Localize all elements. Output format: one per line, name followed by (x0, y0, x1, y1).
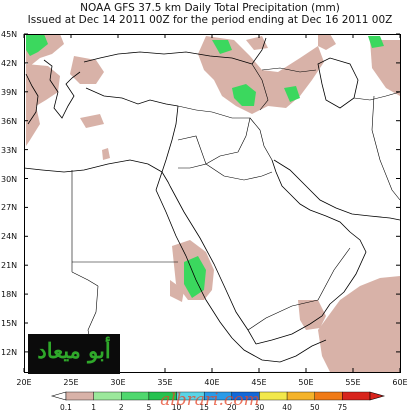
coast-italy-balkans (25, 73, 39, 125)
coast-gulf-aqaba (161, 171, 171, 187)
lat-label: 15N (1, 319, 18, 328)
lon-label: 35E (157, 378, 173, 387)
lon-label: 40E (204, 378, 220, 387)
lat-label: 39N (1, 87, 18, 97)
precip-green-anatolia-east (232, 84, 256, 106)
border-saudi-yemen (247, 299, 319, 331)
precip-caucasus (318, 34, 336, 50)
precip-sudan-strip (170, 280, 184, 302)
lat-label: 33N (1, 145, 18, 155)
lon-label: 55E (345, 378, 361, 387)
colorbar-label: 20 (227, 403, 237, 412)
logo-badge: أبو ميعاد (28, 334, 120, 374)
colorbar-label: 15 (199, 403, 209, 412)
colorbar-label: 10 (171, 403, 182, 412)
coast-black-sea-east (251, 37, 267, 65)
colorbar-label: 2 (118, 403, 124, 412)
precip-north-east (370, 40, 400, 96)
coast-red-sea-east (169, 185, 257, 345)
colorbar-segment (286, 391, 315, 401)
coast-red-sea-west (155, 189, 233, 339)
colorbar-label: 75 (337, 403, 348, 412)
coast-turkey-south (85, 87, 179, 107)
colorbar-label: 30 (254, 403, 265, 412)
lat-label: 12N (1, 347, 18, 357)
map-frame (24, 34, 401, 373)
precip-green-caucasus (368, 36, 384, 48)
lon-label: 30E (110, 378, 126, 387)
colorbar-label: 40 (282, 403, 292, 412)
colorbar-segment (121, 391, 150, 401)
colorbar-segment (314, 391, 343, 401)
coast-iran-gulf (273, 159, 401, 221)
border-caucasus (261, 67, 317, 73)
lat-label: 42N (1, 58, 18, 68)
lat-label: 36N (1, 116, 18, 126)
lat-label: 18N (1, 290, 18, 300)
lat-label: 27N (1, 203, 18, 213)
colorbar-segment (342, 391, 371, 401)
precip-arabian-sea (298, 300, 326, 330)
precip-arabian-sea-big (318, 276, 400, 372)
lat-label: 30N (1, 174, 18, 184)
border-syria-iraq (195, 109, 251, 165)
coast-turkey-north (83, 51, 253, 65)
lon-label: 45E (251, 378, 267, 387)
coast-levant (155, 105, 179, 191)
lon-label: 50E (298, 378, 314, 387)
coast-egypt-north (23, 159, 163, 173)
coast-yemen (255, 303, 331, 345)
border-iran-turkmen (353, 91, 401, 101)
lon-label: 60E (392, 378, 408, 387)
colorbar-label: 1 (91, 403, 97, 412)
border-turkey-syria (177, 105, 197, 111)
coast-caspian (317, 57, 359, 109)
border-saudi-oman (317, 247, 351, 301)
precip-black-sea-east (246, 36, 268, 50)
coastlines (23, 37, 401, 363)
colorbar-label: 5 (146, 403, 152, 412)
precip-green-balkans (26, 34, 48, 56)
border-jordan (177, 135, 207, 169)
map-title-line-2: Issued at Dec 14 2011 00Z for the period… (27, 14, 393, 26)
precip-shading (26, 34, 400, 372)
colorbar (50, 391, 386, 401)
border-turkey-iran (251, 63, 269, 111)
colorbar-segment (93, 391, 122, 401)
lat-label: 24N (1, 232, 18, 242)
precip-levant-dot (102, 148, 110, 160)
precip-crete-area (80, 114, 104, 128)
lon-label: 20E (16, 378, 32, 387)
lon-label: 25E (63, 378, 79, 387)
border-iran-afghanistan (371, 95, 401, 201)
precip-green-iran (284, 86, 300, 102)
coast-persian-gulf (271, 159, 351, 233)
lat-label: 45N (1, 30, 18, 39)
precip-balkans-south (26, 64, 60, 146)
colorbar-right-arrow (369, 391, 386, 401)
coast-greece (43, 59, 81, 119)
precip-green-anatolia-north (212, 40, 232, 54)
coast-oman (329, 231, 367, 305)
map-title-line-1: NOAA GFS 37.5 km Daily Total Precipitati… (80, 2, 340, 14)
precip-aegean (70, 56, 104, 84)
colorbar-label: 0.1 (60, 403, 72, 412)
watermark: albrari.com (160, 390, 260, 410)
lat-label: 21N (1, 261, 18, 271)
colorbar-label: 50 (309, 403, 320, 412)
colorbar-segment (65, 391, 94, 401)
border-saudi-iraq (205, 163, 273, 181)
colorbar-left-arrow (50, 391, 67, 401)
border-iraq-iran (249, 117, 273, 161)
logo-text: أبو ميعاد (37, 338, 111, 363)
coast-africa-horn (231, 337, 327, 363)
border-libya-sudan (71, 271, 99, 287)
